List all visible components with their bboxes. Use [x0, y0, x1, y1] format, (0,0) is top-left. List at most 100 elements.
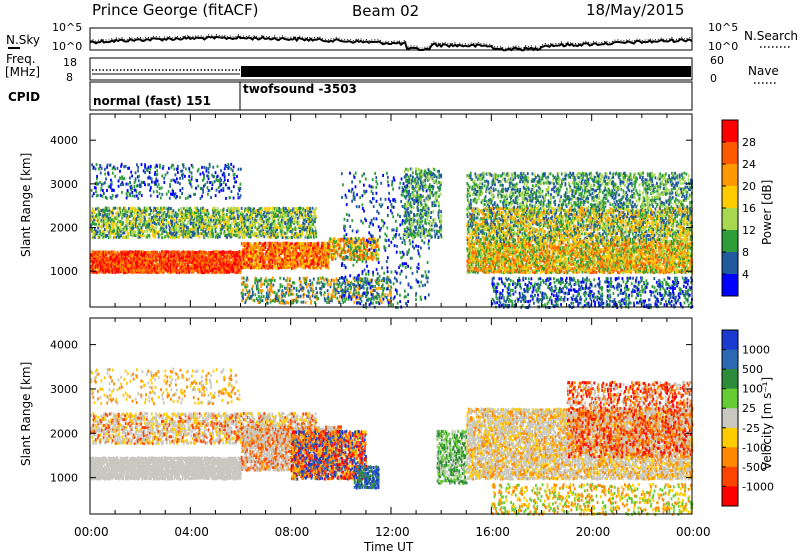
- data-cell: [285, 241, 287, 245]
- data-cell: [195, 186, 197, 190]
- data-cell: [100, 232, 103, 235]
- freq-unit-label: [MHz]: [5, 65, 40, 79]
- data-cell: [254, 254, 256, 257]
- data-cell: [173, 250, 176, 254]
- data-cell: [226, 254, 228, 258]
- data-cell: [139, 250, 142, 254]
- data-cell: [124, 267, 127, 271]
- data-cell: [192, 256, 195, 260]
- data-cell: [214, 262, 217, 266]
- data-cell: [288, 243, 291, 247]
- data-cell: [319, 256, 322, 260]
- data-cell: [260, 256, 262, 259]
- data-cell: [131, 263, 134, 266]
- data-cell: [101, 194, 104, 198]
- data-cell: [91, 252, 94, 256]
- data-cell: [124, 236, 127, 240]
- data-cell: [135, 216, 138, 220]
- data-cell: [236, 254, 239, 258]
- data-cell: [257, 260, 260, 264]
- data-cell: [237, 192, 239, 196]
- data-cell: [220, 169, 222, 173]
- data-cell: [231, 254, 234, 258]
- data-cell: [156, 269, 159, 272]
- data-cell: [327, 283, 329, 287]
- data-cell: [90, 188, 93, 192]
- data-cell: [214, 250, 217, 254]
- data-cell: [241, 250, 244, 254]
- data-cell: [156, 216, 159, 220]
- data-cell: [241, 253, 244, 257]
- data-cell: [323, 291, 326, 295]
- data-cell: [263, 279, 266, 283]
- data-cell: [259, 251, 261, 255]
- data-cell: [200, 271, 203, 274]
- data-cell: [238, 252, 241, 256]
- data-cell: [263, 255, 266, 259]
- data-cell: [207, 174, 210, 178]
- data-cell: [296, 259, 299, 263]
- data-cell: [208, 264, 211, 268]
- data-cell: [130, 254, 133, 258]
- data-cell: [132, 224, 134, 228]
- data-cell: [189, 264, 192, 268]
- data-cell: [201, 218, 204, 222]
- data-cell: [109, 163, 112, 167]
- data-cell: [114, 232, 116, 236]
- data-cell: [182, 262, 185, 266]
- data-cell: [273, 244, 275, 247]
- data-cell: [135, 270, 137, 274]
- data-cell: [284, 220, 287, 224]
- data-cell: [187, 269, 189, 273]
- data-cell: [263, 264, 266, 268]
- data-cell: [135, 190, 138, 194]
- data-cell: [103, 216, 105, 220]
- data-cell: [123, 165, 125, 169]
- data-cell: [246, 226, 248, 229]
- data-cell: [193, 268, 195, 272]
- data-cell: [256, 264, 259, 267]
- data-cell: [221, 253, 224, 257]
- data-cell: [133, 209, 136, 213]
- data-cell: [351, 237, 354, 241]
- data-cell: [344, 255, 347, 259]
- data-cell: [271, 256, 274, 260]
- data-cell: [152, 258, 155, 262]
- data-cell: [210, 257, 212, 261]
- data-cell: [314, 226, 316, 229]
- data-cell: [205, 169, 208, 173]
- data-cell: [184, 256, 186, 260]
- data-cell: [349, 290, 352, 294]
- data-cell: [288, 287, 291, 291]
- data-cell: [355, 241, 357, 245]
- data-cell: [106, 234, 109, 237]
- data-cell: [337, 291, 340, 294]
- data-cell: [307, 259, 310, 263]
- data-cell: [279, 276, 282, 280]
- data-cell: [340, 251, 343, 255]
- data-cell: [344, 239, 347, 243]
- data-cell: [344, 257, 347, 261]
- data-cell: [154, 264, 156, 268]
- data-cell: [113, 228, 115, 231]
- data-cell: [204, 253, 207, 257]
- data-cell: [343, 258, 346, 261]
- data-cell: [182, 264, 185, 268]
- data-cell: [212, 165, 215, 169]
- data-cell: [252, 254, 254, 258]
- data-cell: [199, 266, 202, 270]
- data-cell: [189, 257, 192, 261]
- data-cell: [114, 174, 117, 178]
- data-cell: [237, 167, 240, 171]
- data-cell: [223, 229, 226, 233]
- data-cell: [209, 269, 212, 272]
- data-cell: [362, 253, 365, 257]
- data-cell: [245, 241, 248, 245]
- data-cell: [299, 250, 301, 254]
- data-cell: [219, 250, 221, 254]
- data-cell: [322, 262, 325, 266]
- data-cell: [193, 258, 196, 262]
- data-cell: [228, 173, 230, 176]
- data-cell: [205, 259, 208, 263]
- data-cell: [194, 268, 197, 272]
